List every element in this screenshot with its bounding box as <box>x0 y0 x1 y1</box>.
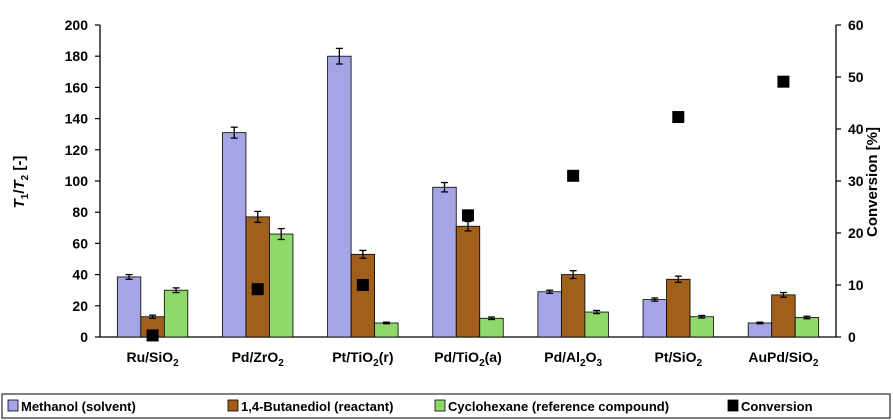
y-axis-right-title: Conversion [%] <box>864 127 881 237</box>
y-axis-left-title: T1/T2 [-] <box>11 156 31 209</box>
y-right-tick-label: 0 <box>848 329 856 345</box>
bar <box>222 132 247 338</box>
conversion-point <box>777 75 790 88</box>
category-label: AuPd/SiO2 <box>748 349 819 369</box>
bar <box>747 322 773 338</box>
y-right-tick-label: 60 <box>848 17 864 33</box>
conversion-point <box>462 209 474 222</box>
bar <box>455 225 481 338</box>
right-axis-ticks: 0 10 20 30 40 50 60 <box>836 17 864 345</box>
y-right-tick-label: 40 <box>848 121 864 137</box>
left-axis-ticks: 0 20 40 60 80 100 120 140 160 180 200 <box>65 17 100 345</box>
bar <box>666 278 691 338</box>
category-label: Pt/SiO2 <box>654 349 702 369</box>
y-left-tick-label: 60 <box>72 235 88 251</box>
bar <box>771 294 796 338</box>
legend-swatch <box>434 399 446 412</box>
bar <box>116 276 142 338</box>
y-left-tick-label: 140 <box>65 111 89 127</box>
y-left-tick-label: 40 <box>72 267 88 283</box>
y-right-tick-label: 10 <box>848 277 864 293</box>
bar <box>269 233 294 338</box>
y-left-tick-label: 180 <box>65 48 89 64</box>
legend-box <box>1 393 891 419</box>
bar <box>374 322 399 338</box>
bars <box>116 47 820 338</box>
category-label: Pd/Al2O3 <box>544 349 602 369</box>
conversion-point <box>356 279 369 291</box>
legend-swatch <box>227 399 239 412</box>
bar <box>327 55 352 338</box>
bar <box>794 317 820 338</box>
bar <box>163 289 189 338</box>
bar <box>642 299 667 338</box>
conversion-point <box>567 169 580 182</box>
legend-label: Methanol (solvent) <box>21 399 136 414</box>
category-label: Pd/TiO2(a) <box>434 349 502 369</box>
y-left-tick-label: 200 <box>65 17 89 33</box>
bar <box>689 316 714 338</box>
category-label: Pd/ZrO2 <box>232 349 285 369</box>
category-labels: Ru/SiO2 Pd/ZrO2 Pt/TiO2(r) Pd/TiO2(a) Pd/Al2… <box>126 349 818 369</box>
y-left-tick-label: 0 <box>80 329 88 345</box>
bar <box>584 311 609 338</box>
legend-label: Conversion <box>741 399 813 414</box>
y-right-tick-label: 30 <box>848 173 864 189</box>
legend-swatch <box>7 399 19 412</box>
category-label: Ru/SiO2 <box>126 349 179 369</box>
category-label: Pt/TiO2(r) <box>332 349 393 369</box>
bar <box>350 253 376 338</box>
y-left-tick-label: 100 <box>65 173 89 189</box>
legend-swatch <box>727 399 739 412</box>
y-left-tick-label: 120 <box>65 142 89 158</box>
bar <box>560 274 586 338</box>
conversion-point <box>251 283 264 296</box>
bar <box>432 186 457 338</box>
y-left-tick-label: 80 <box>72 204 88 220</box>
y-right-tick-label: 50 <box>848 69 864 85</box>
legend-label: 1,4-Butanediol (reactant) <box>241 399 393 414</box>
y-left-tick-label: 160 <box>65 79 89 95</box>
legend: Methanol (solvent) 1,4-Butanediol (reacta… <box>1 393 891 419</box>
bar <box>479 317 504 338</box>
conversion-point <box>672 111 685 124</box>
conversion-point <box>146 329 159 342</box>
y-right-tick-label: 20 <box>848 225 864 241</box>
y-left-tick-label: 20 <box>72 298 88 314</box>
conversion-points <box>146 75 790 342</box>
bar <box>245 216 270 338</box>
legend-label: Cyclohexane (reference compound) <box>448 399 669 414</box>
bar <box>537 291 562 338</box>
